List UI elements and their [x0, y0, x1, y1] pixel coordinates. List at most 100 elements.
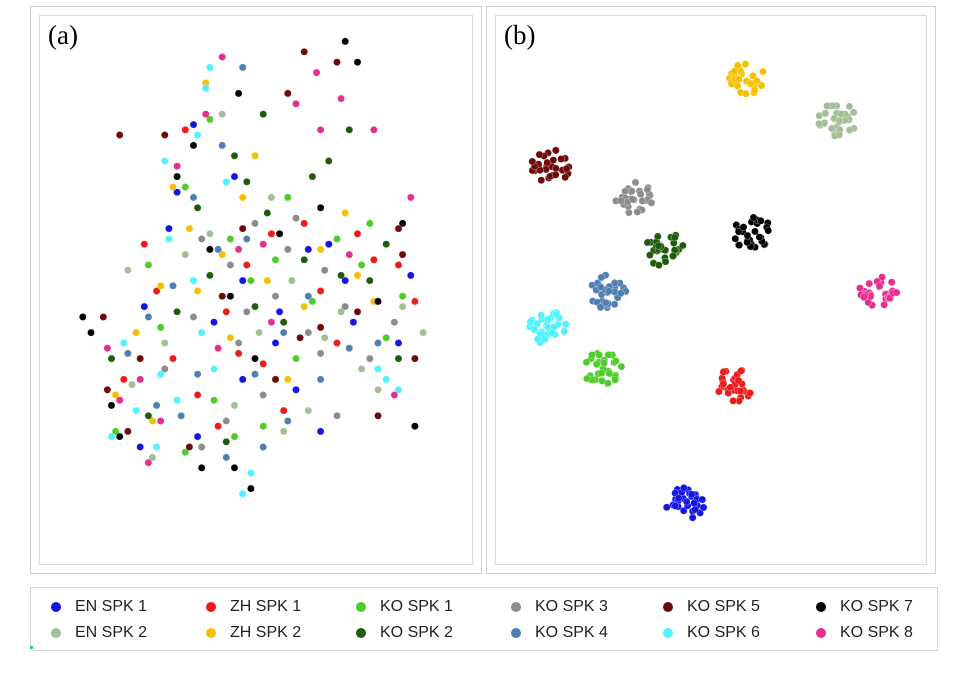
point-a-ko-spk-7 [107, 401, 116, 410]
point-a-en-spk-2 [206, 229, 214, 238]
point-a-zh-spk-1 [279, 406, 288, 415]
point-a-ko-spk-3 [320, 266, 329, 275]
point-b-ko-spk-6 [543, 315, 552, 324]
point-b-en-spk-2 [815, 119, 823, 128]
point-b-zh-spk-2 [742, 89, 750, 98]
point-a-ko-spk-2 [107, 354, 116, 363]
point-a-ko-spk-4 [169, 281, 177, 290]
point-a-en-spk-2 [304, 406, 313, 415]
point-a-zh-spk-1 [242, 261, 251, 269]
point-a-ko-spk-4 [218, 141, 227, 150]
point-a-ko-spk-1 [398, 292, 407, 301]
point-a-ko-spk-7 [173, 172, 181, 181]
point-a-ko-spk-3 [197, 235, 206, 243]
legend-label: KO SPK 5 [687, 598, 760, 615]
point-a-ko-spk-8 [267, 318, 276, 327]
point-a-ko-spk-6 [193, 131, 202, 139]
point-a-ko-spk-4 [214, 245, 222, 254]
point-a-zh-spk-2 [218, 250, 227, 259]
point-b-ko-spk-6 [548, 329, 556, 337]
point-b-en-spk-2 [845, 126, 854, 134]
point-a-ko-spk-2 [193, 203, 202, 212]
point-a-ko-spk-2 [337, 271, 345, 280]
point-b-ko-spk-4 [616, 289, 625, 298]
point-a-ko-spk-5 [398, 250, 407, 259]
point-b-ko-spk-8 [880, 300, 888, 309]
point-b-ko-spk-1 [600, 359, 608, 367]
legend-label: ZH SPK 2 [230, 624, 302, 641]
legend-label: KO SPK 2 [380, 624, 453, 641]
point-a-ko-spk-5 [238, 224, 247, 233]
point-b-ko-spk-1 [604, 379, 612, 388]
point-a-ko-spk-5 [124, 427, 132, 436]
point-a-ko-spk-7 [230, 463, 239, 472]
legend-item-ko-spk-6: KO SPK 6 [663, 624, 760, 642]
point-a-ko-spk-7 [275, 229, 284, 238]
point-a-ko-spk-1 [365, 219, 374, 228]
point-b-ko-spk-7 [739, 223, 748, 231]
point-a-ko-spk-5 [316, 323, 325, 332]
point-b-en-spk-2 [845, 102, 854, 111]
point-b-ko-spk-1 [597, 369, 606, 377]
point-b-ko-spk-7 [757, 216, 765, 225]
point-b-ko-spk-5 [551, 146, 560, 155]
point-a-ko-spk-3 [226, 261, 235, 269]
point-a-en-spk-2 [230, 401, 239, 410]
point-a-ko-spk-2 [242, 177, 251, 186]
point-a-zh-spk-1 [411, 297, 419, 306]
point-a-ko-spk-7 [353, 58, 362, 67]
panel-a-scatter [78, 37, 427, 498]
point-a-ko-spk-1 [292, 354, 300, 363]
point-a-zh-spk-1 [394, 261, 403, 269]
point-a-ko-spk-8 [292, 99, 300, 108]
point-b-ko-spk-3 [633, 208, 642, 216]
point-a-ko-spk-6 [394, 385, 403, 394]
point-b-ko-spk-8 [887, 278, 896, 287]
point-b-ko-spk-4 [601, 298, 610, 307]
point-a-ko-spk-1 [308, 297, 317, 306]
point-a-ko-spk-7 [189, 141, 198, 150]
point-a-en-spk-1 [324, 240, 333, 249]
point-b-ko-spk-4 [610, 279, 619, 287]
point-a-ko-spk-5 [271, 375, 280, 384]
legend-item-en-spk-1: EN SPK 1 [51, 598, 147, 616]
point-a-zh-spk-1 [370, 255, 378, 264]
point-a-en-spk-1 [230, 172, 239, 181]
point-b-ko-spk-1 [582, 358, 591, 367]
point-b-ko-spk-3 [647, 198, 656, 207]
point-a-ko-spk-6 [222, 177, 231, 186]
point-b-ko-spk-6 [530, 325, 539, 334]
point-a-en-spk-1 [238, 375, 247, 384]
legend-label: ZH SPK 1 [230, 598, 302, 615]
point-a-ko-spk-2 [382, 240, 391, 249]
legend-label: KO SPK 8 [840, 624, 913, 641]
point-a-zh-spk-1 [140, 240, 149, 249]
point-a-en-spk-2 [124, 266, 132, 275]
point-a-en-spk-2 [218, 110, 227, 119]
point-a-ko-spk-8 [259, 240, 268, 249]
point-a-ko-spk-1 [382, 333, 391, 342]
point-a-zh-spk-1 [214, 422, 222, 431]
point-b-ko-spk-2 [643, 238, 652, 247]
point-b-ko-spk-7 [735, 241, 744, 249]
point-a-ko-spk-6 [189, 276, 198, 285]
point-a-ko-spk-4 [259, 443, 268, 451]
point-a-ko-spk-5 [103, 385, 112, 394]
point-a-zh-spk-1 [152, 287, 161, 295]
point-b-ko-spk-1 [592, 360, 601, 369]
legend-label: EN SPK 2 [75, 624, 148, 641]
point-a-ko-spk-1 [271, 255, 280, 264]
point-a-en-spk-1 [304, 245, 313, 254]
point-a-zh-spk-2 [111, 391, 120, 399]
point-b-en-spk-2 [837, 110, 846, 118]
point-a-ko-spk-7 [234, 89, 243, 98]
point-a-ko-spk-3 [341, 302, 350, 311]
point-b-zh-spk-2 [733, 61, 742, 70]
point-a-ko-spk-1 [181, 183, 190, 191]
point-a-ko-spk-8 [156, 417, 165, 425]
point-b-zh-spk-1 [719, 380, 728, 388]
point-b-ko-spk-5 [551, 170, 560, 179]
point-a-en-spk-1 [210, 318, 218, 327]
point-a-zh-spk-1 [181, 125, 190, 134]
point-a-ko-spk-5 [394, 224, 403, 233]
